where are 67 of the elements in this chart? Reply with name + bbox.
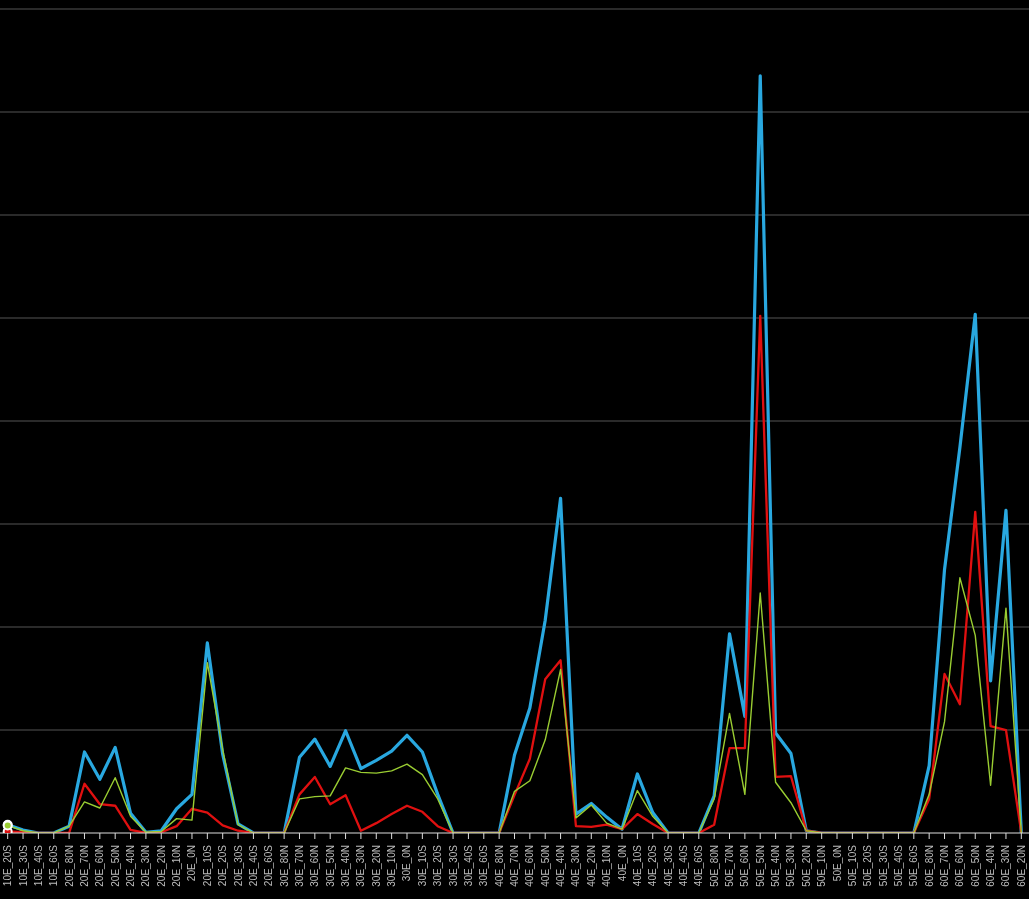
x-tick-label: 20E_10N [171, 845, 183, 887]
x-tick-label: 30E_20S [432, 844, 444, 887]
x-tick-label: 40E_70N [509, 845, 520, 887]
x-tick-label: 20E_40N [125, 845, 137, 887]
x-tick-label: 30E_0N [401, 845, 413, 882]
x-tick-label: 40E_50N [539, 845, 551, 887]
x-tick-label: 30E_10N [386, 845, 398, 887]
x-tick-label: 50E_40N [770, 845, 782, 887]
x-tick-label: 50E_20N [800, 845, 812, 887]
x-tick-label: 20E_0N [186, 845, 198, 882]
x-tick-label: 60E_60N [954, 845, 966, 887]
x-tick-label: 20E_20N [155, 845, 167, 887]
x-tick-label: 60E_70N [939, 845, 951, 887]
x-tick-label: 20E_60N [94, 845, 106, 887]
x-tick-label: 20E_60S [263, 844, 275, 887]
x-tick-label: 20E_30S [232, 844, 244, 887]
x-tick-label: 30E_80N [278, 845, 290, 887]
x-tick-label: 40E_40N [555, 845, 567, 887]
x-tick-label: 60E_20N [1015, 845, 1027, 887]
x-tick-label: 20E_70N [78, 845, 90, 887]
x-tick-label: 40E_30N [570, 845, 582, 887]
x-tick-label: 10E_20S [2, 844, 14, 887]
x-tick-label: 20E_40S [247, 844, 259, 887]
x-tick-label: 20E_20S [217, 844, 229, 887]
x-tick-label: 50E_60N [739, 845, 751, 887]
x-tick-label: 50E_40S [892, 844, 904, 887]
x-tick-label: 20E_30N [140, 845, 152, 887]
x-tick-label: 50E_20S [862, 844, 874, 887]
x-tick-label: 60E_30N [1000, 845, 1012, 887]
x-tick-label: 40E_20S [647, 844, 659, 887]
x-tick-label: 60E_40N [985, 845, 997, 887]
x-tick-label: 20E_80N [63, 845, 75, 887]
x-tick-label: 30E_30S [447, 844, 459, 887]
x-tick-label: 40E_20N [585, 845, 597, 887]
x-tick-label: 30E_40N [340, 845, 352, 887]
x-tick-label: 10E_40S [32, 844, 44, 887]
x-tick-label: 30E_50N [324, 845, 336, 887]
x-tick-label: 50E_60S [908, 844, 920, 887]
x-tick-label: 30E_20N [370, 845, 382, 887]
x-tick-label: 50E_10N [816, 845, 828, 887]
x-tick-label: 40E_80N [493, 845, 505, 887]
x-tick-label: 10E_30S [17, 844, 29, 887]
x-tick-label: 60E_80N [923, 845, 935, 887]
x-tick-label: 50E_50N [754, 845, 766, 887]
x-tick-label: 60E_50N [969, 845, 981, 887]
x-tick-label: 30E_40S [462, 844, 474, 887]
x-tick-label: 40E_60S [693, 844, 705, 887]
x-tick-label: 30E_30N [355, 845, 367, 887]
x-tick-label: 30E_60N [309, 845, 321, 887]
x-tick-label: 20E_50N [109, 845, 121, 887]
x-tick-label: 50E_10S [846, 844, 858, 887]
x-tick-label: 50E_70N [724, 845, 736, 887]
x-tick-label: 10E_60S [48, 844, 60, 887]
x-tick-label: 20E_10S [201, 844, 213, 887]
x-tick-label: 40E_30S [662, 844, 674, 887]
x-tick-label: 50E_0N [831, 845, 843, 882]
x-tick-label: 30E_60S [478, 844, 490, 887]
x-tick-label: 30E_70N [293, 845, 305, 887]
x-tick-label: 50E_30S [877, 844, 889, 887]
x-tick-label: 40E_10N [601, 845, 613, 887]
x-tick-label: 30E_10S [416, 844, 428, 887]
x-tick-label: 40E_60N [524, 845, 536, 887]
x-tick-label: 50E_80N [708, 845, 720, 887]
x-tick-label: 50E_30N [785, 845, 797, 887]
x-tick-label: 40E_0N [616, 845, 628, 882]
x-tick-label: 40E_40S [677, 844, 689, 887]
x-tick-label: 40E_10S [631, 844, 643, 887]
